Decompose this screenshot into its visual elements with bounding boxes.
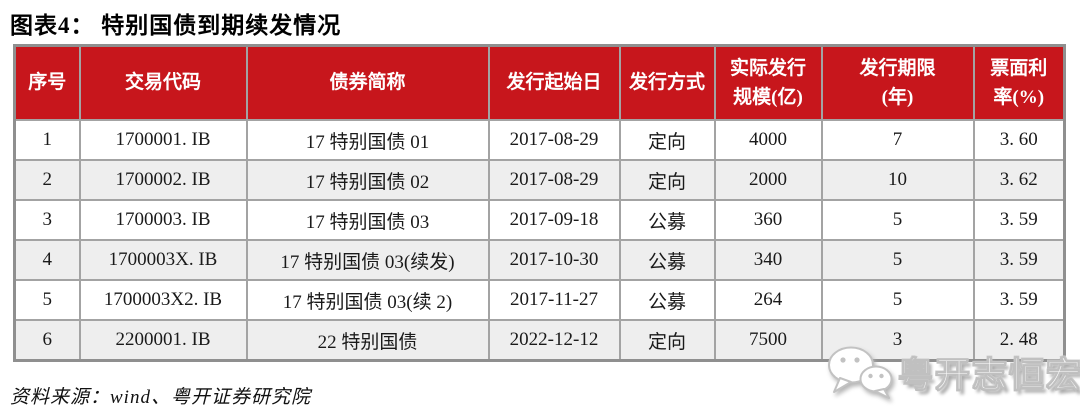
table-cell: 公募 xyxy=(618,279,716,321)
table-row: 3 1700003. IB 17 特别国债 03 2017-09-18 公募 3… xyxy=(13,199,1066,241)
table-row: 1 1700001. IB 17 特别国债 01 2017-08-29 定向 4… xyxy=(13,119,1066,161)
table-cell: 公募 xyxy=(618,199,716,241)
table-cell: 2000 xyxy=(713,159,823,201)
source-note: 资料来源：wind、粤开证券研究院 xyxy=(10,387,311,408)
table-cell: 3 xyxy=(13,199,81,241)
table-cell: 17 特别国债 03(续 2) xyxy=(245,279,490,321)
table-cell: 2 xyxy=(13,159,81,201)
watermark-text: 粤开志恒宏观 xyxy=(897,355,1080,395)
table-cell: 2. 48 xyxy=(972,319,1066,362)
table-cell: 定向 xyxy=(618,159,716,201)
table-cell: 3. 59 xyxy=(972,199,1066,241)
table-row: 5 1700003X2. IB 17 特别国债 03(续 2) 2017-11-… xyxy=(13,279,1066,321)
column-header-term: 发行期限 (年) xyxy=(820,44,975,121)
column-header-coupon: 票面利 率(%) xyxy=(972,44,1066,121)
table-cell: 3. 62 xyxy=(972,159,1066,201)
watermark: 粤开志恒宏观 xyxy=(826,344,1080,400)
column-header-index: 序号 xyxy=(13,44,81,121)
table-cell: 360 xyxy=(713,199,823,241)
table-cell: 5 xyxy=(820,279,975,321)
table-cell: 340 xyxy=(713,239,823,281)
column-header-code: 交易代码 xyxy=(78,44,248,121)
table-cell: 3. 59 xyxy=(972,279,1066,321)
table-cell: 5 xyxy=(820,199,975,241)
table-cell: 1 xyxy=(13,119,81,161)
table-cell: 定向 xyxy=(618,119,716,161)
table-cell: 1700002. IB xyxy=(78,159,248,201)
table-cell: 2017-09-18 xyxy=(487,199,621,241)
table-cell: 1700003X. IB xyxy=(78,239,248,281)
table-cell: 1700001. IB xyxy=(78,119,248,161)
table-cell: 定向 xyxy=(618,319,716,362)
column-header-scale: 实际发行 规模(亿) xyxy=(713,44,823,121)
table-row: 6 2200001. IB 22 特别国债 2022-12-12 定向 7500… xyxy=(13,319,1066,362)
table-cell: 2017-10-30 xyxy=(487,239,621,281)
table-cell: 17 特别国债 02 xyxy=(245,159,490,201)
table-cell: 17 特别国债 01 xyxy=(245,119,490,161)
table-cell: 17 特别国债 03 xyxy=(245,199,490,241)
table-cell: 公募 xyxy=(618,239,716,281)
table-cell: 10 xyxy=(820,159,975,201)
table-cell: 7 xyxy=(820,119,975,161)
table-cell: 1700003. IB xyxy=(78,199,248,241)
table-cell: 2022-12-12 xyxy=(487,319,621,362)
table-cell: 2017-08-29 xyxy=(487,119,621,161)
table-cell: 17 特别国债 03(续发) xyxy=(245,239,490,281)
wechat-icon xyxy=(828,346,893,399)
table-cell: 3. 60 xyxy=(972,119,1066,161)
table-cell: 264 xyxy=(713,279,823,321)
table-cell: 4 xyxy=(13,239,81,281)
figure-title: 图表4： 特别国债到期续发情况 xyxy=(10,13,342,38)
table-cell: 22 特别国债 xyxy=(245,319,490,362)
table-cell: 6 xyxy=(13,319,81,362)
column-header-method: 发行方式 xyxy=(618,44,716,121)
table-cell: 7500 xyxy=(713,319,823,362)
table-cell: 1700003X2. IB xyxy=(78,279,248,321)
table-cell: 5 xyxy=(820,239,975,281)
header-row: 序号 交易代码 债券简称 发行起始日 发行方式 实际发行 规模(亿) 发行期限 … xyxy=(13,44,1066,121)
table-cell: 4000 xyxy=(713,119,823,161)
table-cell: 2017-08-29 xyxy=(487,159,621,201)
special-bond-table: 序号 交易代码 债券简称 发行起始日 发行方式 实际发行 规模(亿) 发行期限 … xyxy=(13,44,1066,362)
table-row: 4 1700003X. IB 17 特别国债 03(续发) 2017-10-30… xyxy=(13,239,1066,281)
column-header-name: 债券简称 xyxy=(245,44,490,121)
table-cell: 3. 59 xyxy=(972,239,1066,281)
table-cell: 5 xyxy=(13,279,81,321)
table-row: 2 1700002. IB 17 特别国债 02 2017-08-29 定向 2… xyxy=(13,159,1066,201)
table-cell: 2200001. IB xyxy=(78,319,248,362)
column-header-start-date: 发行起始日 xyxy=(487,44,621,121)
table-cell: 2017-11-27 xyxy=(487,279,621,321)
